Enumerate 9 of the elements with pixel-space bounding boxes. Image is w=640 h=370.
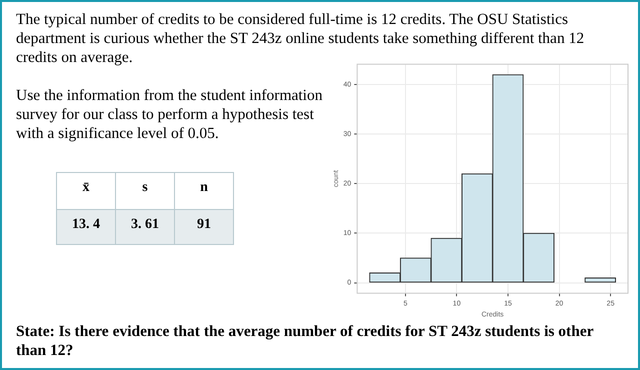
text: 91	[174, 210, 234, 244]
text: s	[116, 172, 174, 210]
text: 13. 4	[56, 210, 116, 244]
annotation: The typical number of credits to be considered full-time is 12 credits. The OSU Statistics department is curious whether the ST 243z online students take something different than 12 credits on average.	[16, 10, 586, 67]
text: Use the information from the student information survey for our class to perform a hypothesis test with a significance level of 0.05.	[16, 86, 324, 143]
text: 3. 61	[116, 210, 174, 244]
text: n	[174, 172, 234, 210]
text: State: Is there evidence that the average number of credits for ST 243z students is other than 12?	[16, 322, 594, 360]
text: x̄	[56, 172, 116, 210]
